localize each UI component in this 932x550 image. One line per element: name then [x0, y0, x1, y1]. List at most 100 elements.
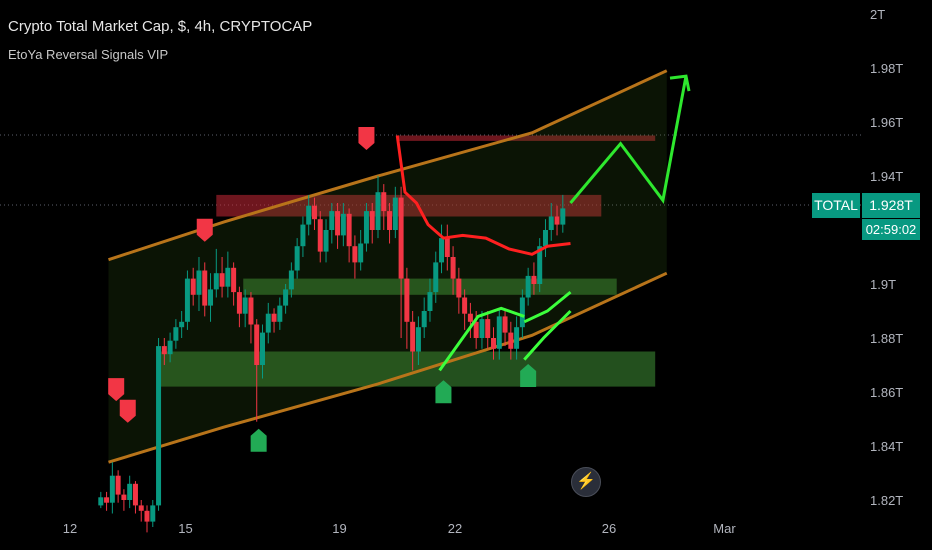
candle-body: [179, 321, 185, 328]
candle-body: [156, 346, 162, 506]
projection-arrowhead: [669, 74, 691, 92]
candle-body: [340, 213, 346, 236]
candle-body: [329, 211, 335, 230]
candle-body: [456, 278, 462, 298]
candle-body: [127, 483, 133, 500]
channel-lower-line: [108, 271, 668, 464]
candle-body: [167, 340, 173, 355]
candle-body: [352, 246, 358, 263]
candle-body: [375, 192, 381, 230]
candle-body: [242, 297, 248, 314]
candle-body: [548, 216, 554, 230]
price-channel: [108, 69, 668, 464]
candle-body: [219, 273, 225, 287]
candle-body: [410, 321, 416, 352]
y-tick-label: 2T: [870, 7, 885, 22]
countdown-tag: 02:59:02: [862, 219, 920, 240]
y-tick-label: 1.96T: [870, 115, 903, 130]
x-tick-label: 15: [178, 521, 192, 536]
candle-body: [294, 246, 300, 271]
candle-body: [150, 505, 156, 522]
candle-body: [450, 257, 456, 279]
candle-body: [485, 319, 491, 338]
indicator-name[interactable]: EtoYa Reversal Signals VIP: [8, 47, 169, 62]
candle-body: [444, 238, 450, 257]
lightning-icon[interactable]: ⚡: [571, 467, 601, 497]
candle-body: [144, 510, 150, 522]
x-tick-label: 22: [448, 521, 462, 536]
candle-body: [311, 205, 317, 220]
candle-body: [560, 208, 566, 225]
candle-body: [473, 321, 479, 338]
y-tick-label: 1.86T: [870, 385, 903, 400]
price-tag: 1.928T: [862, 193, 920, 218]
candle-body: [132, 483, 138, 506]
candle-body: [196, 270, 202, 295]
signals: [108, 127, 537, 452]
x-tick-label: Mar: [713, 521, 736, 536]
candle-body: [415, 327, 421, 352]
sell-signal: [119, 399, 136, 423]
y-tick-label: 1.94T: [870, 169, 903, 184]
candle-body: [369, 211, 375, 230]
candle-body: [306, 205, 312, 225]
y-tick-label: 1.82T: [870, 493, 903, 508]
candle-body: [208, 289, 214, 306]
red-trend-line: [395, 135, 571, 256]
candle-body: [554, 216, 560, 225]
candle-body: [98, 497, 104, 506]
support-zone: [158, 351, 656, 387]
buy-signal: [520, 364, 537, 387]
candle-body: [231, 267, 237, 293]
green-trend-line: [523, 309, 572, 361]
candle-body: [462, 297, 468, 314]
candle-body: [225, 267, 231, 287]
x-axis[interactable]: 12 15 19 22 26 Mar: [63, 521, 737, 536]
candle-body: [260, 332, 265, 365]
candle-body: [323, 230, 329, 252]
candle-body: [467, 313, 473, 322]
candle-body: [121, 494, 127, 500]
candle-body: [248, 297, 254, 325]
projection-path: [569, 75, 688, 204]
candle-body: [213, 273, 219, 290]
symbol-tag: TOTAL: [812, 193, 860, 218]
candle-body: [288, 270, 294, 290]
candle-body: [335, 211, 341, 236]
candle-body: [542, 230, 548, 247]
candle-body: [421, 311, 427, 328]
y-tick-label: 1.98T: [870, 61, 903, 76]
candle-body: [104, 497, 110, 503]
candle-body: [531, 275, 537, 284]
sell-signal: [196, 218, 213, 242]
candle-body: [519, 297, 525, 328]
candle-body: [346, 213, 352, 247]
candle-body: [491, 338, 496, 349]
candle-body: [138, 505, 144, 511]
candle-body: [496, 316, 502, 349]
candle-body: [398, 197, 404, 279]
candle-body: [202, 270, 208, 306]
candle-body: [387, 211, 393, 230]
channel-fill: [108, 70, 667, 463]
y-axis[interactable]: 2T 1.98T 1.96T 1.94T 1.9T 1.88T 1.86T 1.84T 1.82…: [870, 7, 903, 508]
candle-body: [502, 316, 508, 333]
buy-signal: [435, 380, 452, 404]
y-tick-label: 1.88T: [870, 331, 903, 346]
indicator-lines: [395, 74, 691, 372]
candle-body: [115, 475, 121, 495]
candle-body: [317, 219, 323, 252]
y-tick-label: 1.9T: [870, 277, 896, 292]
candle-body: [190, 278, 196, 295]
candle-body: [381, 192, 387, 212]
candle-body: [161, 346, 167, 355]
candle-body: [271, 313, 277, 322]
candle-body: [525, 275, 531, 298]
candles: [98, 176, 566, 533]
chart-title[interactable]: Crypto Total Market Cap, $, 4h, CRYPTOCA…: [8, 18, 313, 35]
candle-body: [508, 332, 514, 349]
candle-body: [358, 243, 364, 263]
candle-body: [537, 246, 543, 284]
x-tick-label: 12: [63, 521, 77, 536]
